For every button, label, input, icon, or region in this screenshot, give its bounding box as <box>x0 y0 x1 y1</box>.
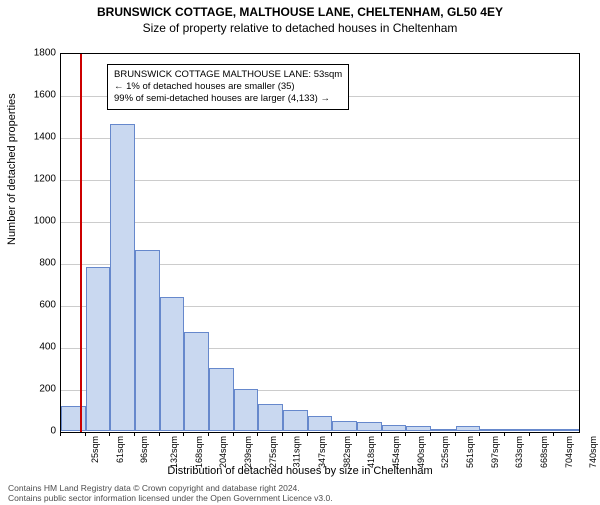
chart-area: BRUNSWICK COTTAGE MALTHOUSE LANE: 53sqm←… <box>60 53 580 433</box>
gridline <box>61 222 579 223</box>
histogram-bar <box>406 426 431 431</box>
xtick-label: 561sqm <box>465 436 475 468</box>
histogram-bar <box>160 297 185 431</box>
xtick-label: 275sqm <box>268 436 278 468</box>
histogram-bar <box>332 421 357 432</box>
xtick-label: 454sqm <box>391 436 401 468</box>
xtick-mark <box>479 432 480 436</box>
histogram-bar <box>382 425 407 431</box>
xtick-label: 418sqm <box>366 436 376 468</box>
xtick-mark <box>233 432 234 436</box>
annotation-line-2: ← 1% of detached houses are smaller (35) <box>114 81 342 93</box>
property-marker-line <box>80 54 82 432</box>
histogram-bar <box>209 368 234 431</box>
xtick-label: 61sqm <box>115 436 125 463</box>
xtick-label: 668sqm <box>539 436 549 468</box>
xtick-label: 25sqm <box>90 436 100 463</box>
ytick-label: 1600 <box>16 90 56 101</box>
xtick-label: 168sqm <box>194 436 204 468</box>
xtick-mark <box>356 432 357 436</box>
xtick-mark <box>381 432 382 436</box>
footer-line-1: Contains HM Land Registry data © Crown c… <box>8 483 333 493</box>
ytick-label: 400 <box>16 342 56 353</box>
gridline <box>61 180 579 181</box>
xtick-label: 597sqm <box>490 436 500 468</box>
xtick-mark <box>60 432 61 436</box>
xtick-mark <box>208 432 209 436</box>
xtick-mark <box>529 432 530 436</box>
xtick-label: 239sqm <box>243 436 253 468</box>
xtick-label: 96sqm <box>139 436 149 463</box>
gridline <box>61 138 579 139</box>
xtick-mark <box>109 432 110 436</box>
x-axis-label: Distribution of detached houses by size … <box>0 465 600 477</box>
histogram-bar <box>431 429 456 431</box>
ytick-label: 1800 <box>16 48 56 59</box>
xtick-label: 204sqm <box>218 436 228 468</box>
plot-area: BRUNSWICK COTTAGE MALTHOUSE LANE: 53sqm←… <box>60 53 580 433</box>
histogram-bar <box>530 429 555 431</box>
xtick-mark <box>282 432 283 436</box>
histogram-bar <box>480 429 505 431</box>
xtick-label: 311sqm <box>292 436 302 467</box>
histogram-bar <box>357 422 382 431</box>
xtick-mark <box>257 432 258 436</box>
ytick-label: 1000 <box>16 216 56 227</box>
xtick-mark <box>504 432 505 436</box>
page-subtitle: Size of property relative to detached ho… <box>0 21 600 35</box>
xtick-label: 704sqm <box>564 436 574 468</box>
xtick-label: 132sqm <box>169 436 179 468</box>
page-title: BRUNSWICK COTTAGE, MALTHOUSE LANE, CHELT… <box>0 5 600 19</box>
histogram-bar <box>308 416 333 431</box>
histogram-bar <box>110 124 135 431</box>
histogram-bar <box>86 267 111 431</box>
footer-line-2: Contains public sector information licen… <box>8 493 333 503</box>
ytick-label: 800 <box>16 258 56 269</box>
xtick-mark <box>307 432 308 436</box>
xtick-label: 525sqm <box>440 436 450 468</box>
xtick-label: 382sqm <box>342 436 352 468</box>
histogram-bar <box>554 429 579 431</box>
histogram-bar <box>135 250 160 431</box>
annotation-box: BRUNSWICK COTTAGE MALTHOUSE LANE: 53sqm←… <box>107 64 349 110</box>
ytick-label: 1400 <box>16 132 56 143</box>
histogram-bar <box>456 426 481 431</box>
ytick-label: 0 <box>16 426 56 437</box>
xtick-label: 740sqm <box>588 436 598 468</box>
xtick-mark <box>134 432 135 436</box>
xtick-label: 633sqm <box>514 436 524 468</box>
xtick-mark <box>430 432 431 436</box>
xtick-mark <box>455 432 456 436</box>
xtick-mark <box>159 432 160 436</box>
xtick-label: 347sqm <box>317 436 327 468</box>
histogram-bar <box>258 404 283 431</box>
ytick-label: 200 <box>16 384 56 395</box>
ytick-label: 1200 <box>16 174 56 185</box>
annotation-line-3: 99% of semi-detached houses are larger (… <box>114 93 342 105</box>
xtick-mark <box>331 432 332 436</box>
histogram-bar <box>283 410 308 431</box>
xtick-mark <box>85 432 86 436</box>
histogram-bar <box>184 332 209 431</box>
histogram-bar <box>234 389 259 431</box>
histogram-bar <box>505 429 530 431</box>
annotation-line-1: BRUNSWICK COTTAGE MALTHOUSE LANE: 53sqm <box>114 69 342 81</box>
xtick-label: 490sqm <box>416 436 426 468</box>
xtick-mark <box>553 432 554 436</box>
xtick-mark <box>405 432 406 436</box>
xtick-mark <box>183 432 184 436</box>
ytick-label: 600 <box>16 300 56 311</box>
